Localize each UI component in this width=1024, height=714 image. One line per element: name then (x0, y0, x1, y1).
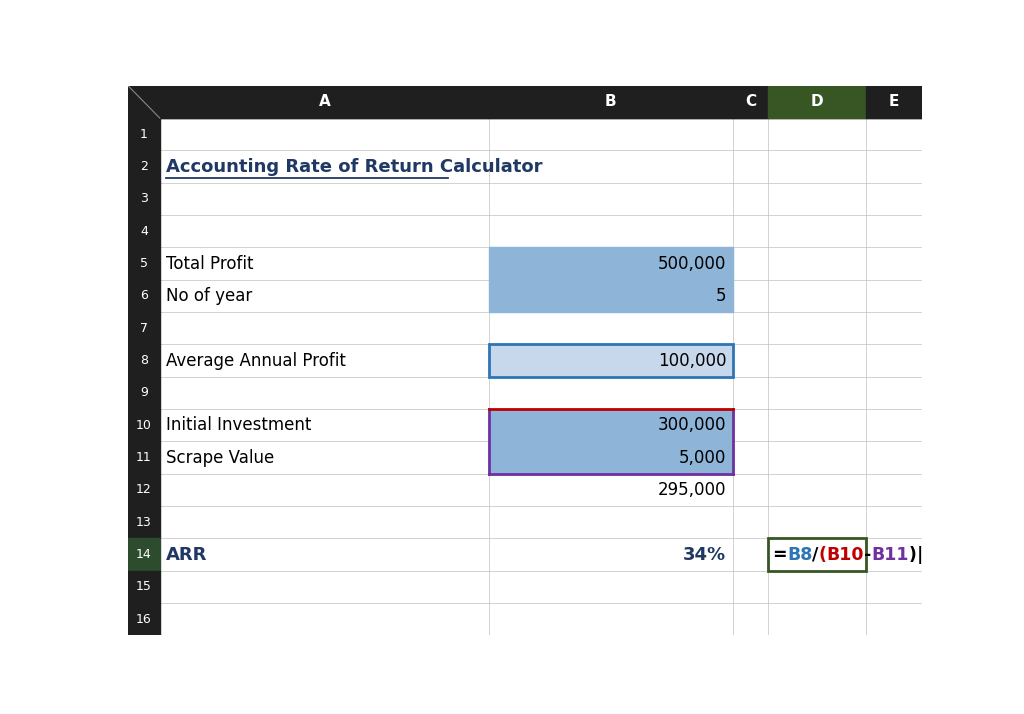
Bar (128, 570, 160, 603)
Text: B8: B8 (787, 545, 812, 563)
Text: D: D (811, 94, 823, 109)
Text: 15: 15 (136, 580, 152, 593)
Text: -: - (864, 545, 871, 563)
Text: 4: 4 (140, 225, 147, 238)
Bar (489, 86, 733, 118)
Text: 2: 2 (140, 160, 147, 173)
Bar (733, 86, 768, 118)
Bar (128, 474, 160, 506)
Text: ): ) (909, 545, 918, 563)
Bar (128, 603, 160, 635)
Bar (128, 118, 160, 151)
Text: 1: 1 (140, 128, 147, 141)
Text: B10: B10 (826, 545, 864, 563)
Text: 14: 14 (136, 548, 152, 561)
Text: 5: 5 (716, 287, 726, 305)
Text: 10: 10 (136, 418, 152, 432)
Bar (489, 344, 733, 377)
Text: /: / (812, 545, 819, 563)
Text: Accounting Rate of Return Calculator: Accounting Rate of Return Calculator (166, 158, 543, 176)
Text: Average Annual Profit: Average Annual Profit (166, 351, 346, 370)
Text: 6: 6 (140, 289, 147, 303)
Text: 8: 8 (140, 354, 147, 367)
Text: Scrape Value: Scrape Value (166, 448, 274, 466)
Text: 100,000: 100,000 (657, 351, 726, 370)
Bar (128, 183, 160, 215)
Text: 5,000: 5,000 (679, 448, 726, 466)
Bar (768, 538, 866, 570)
Bar (128, 506, 160, 538)
Text: Total Profit: Total Profit (166, 255, 254, 273)
Text: 500,000: 500,000 (658, 255, 726, 273)
Text: 300,000: 300,000 (657, 416, 726, 434)
Text: 9: 9 (140, 386, 147, 399)
Text: C: C (745, 94, 756, 109)
Bar (768, 86, 866, 118)
Text: A: A (318, 94, 331, 109)
Bar (489, 409, 733, 441)
Text: No of year: No of year (166, 287, 252, 305)
Bar (128, 441, 160, 474)
Text: 3: 3 (140, 192, 147, 206)
Bar (128, 344, 160, 377)
Text: |: | (918, 545, 924, 563)
Bar (489, 441, 733, 474)
Text: 34%: 34% (683, 545, 726, 563)
Text: E: E (889, 94, 899, 109)
Bar (128, 215, 160, 247)
Bar (128, 280, 160, 312)
Text: 295,000: 295,000 (657, 481, 726, 499)
Text: ARR: ARR (166, 545, 208, 563)
Bar (128, 247, 160, 280)
Bar (128, 538, 160, 570)
Text: 7: 7 (140, 322, 147, 335)
Text: B: B (605, 94, 616, 109)
Bar (128, 151, 160, 183)
Bar (128, 409, 160, 441)
Text: 16: 16 (136, 613, 152, 625)
Text: 11: 11 (136, 451, 152, 464)
Bar (160, 86, 489, 118)
Text: 5: 5 (140, 257, 147, 270)
Bar (128, 312, 160, 344)
Bar (489, 344, 733, 377)
Text: (: ( (819, 545, 826, 563)
Text: Initial Investment: Initial Investment (166, 416, 311, 434)
Bar (489, 280, 733, 312)
Bar (489, 247, 733, 280)
Text: 13: 13 (136, 516, 152, 529)
Bar (128, 377, 160, 409)
Text: 12: 12 (136, 483, 152, 496)
Text: B11: B11 (871, 545, 909, 563)
Bar (128, 86, 922, 118)
Bar (866, 86, 922, 118)
Text: =: = (772, 545, 787, 563)
